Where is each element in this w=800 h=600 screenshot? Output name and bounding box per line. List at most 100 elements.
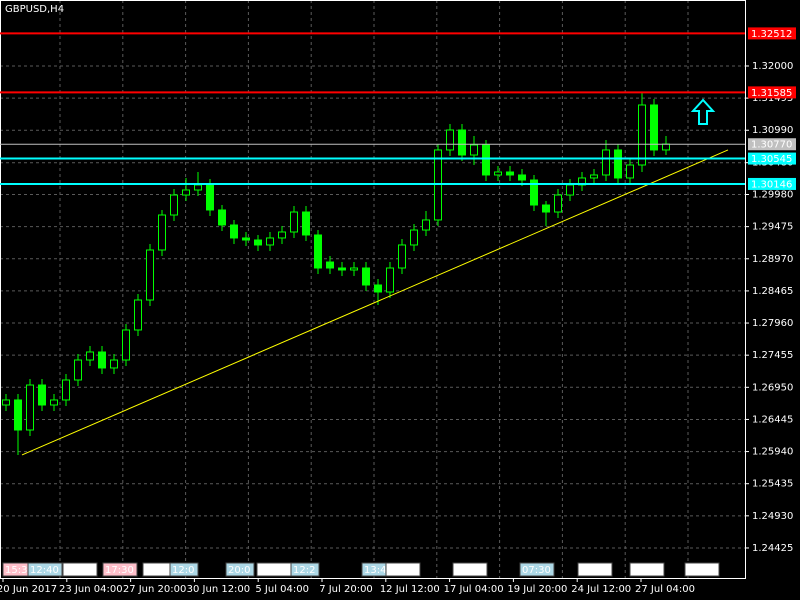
candle-body [314,234,322,269]
level-label-box [748,152,796,165]
candle-body [26,384,34,431]
candle-body [86,351,94,361]
y-tick-label: 1.24930 [752,511,793,522]
time-marker: 10:00 [455,565,484,576]
candle-body [530,179,538,206]
time-marker: 18:30 [632,565,661,576]
candle-body [254,239,262,246]
x-tick-label: 17 Jul 04:00 [444,584,504,595]
time-marker: 03:00 [259,565,288,576]
candle-body [230,224,238,239]
time-marker: 20:0 [228,565,250,576]
candle-body [350,267,358,271]
time-marker-box [519,562,555,577]
y-tick-label: 1.28970 [752,254,793,265]
y-tick-label: 1.30990 [752,125,793,136]
candle-body [578,177,586,186]
candle-body [590,174,598,179]
candle-body [422,219,430,231]
candle-body [650,104,658,151]
candle-body [182,189,190,196]
candle-body [458,129,466,156]
x-tick-label: 27 Jun 20:00 [123,584,187,595]
time-marker: 17:30 [105,565,134,576]
x-tick-label: 19 Jul 20:00 [507,584,567,595]
candle-body [662,143,670,151]
time-marker-box [102,562,138,577]
chart-title: GBPUSD,H4 [5,4,64,15]
level-label: 1.30770 [751,140,792,151]
candle-body [74,359,82,381]
time-marker: 02:01 [687,565,716,576]
candle-body [326,261,334,269]
y-tick-label: 1.27455 [752,350,793,361]
y-tick-label: 1.29475 [752,222,793,233]
time-marker: 07:30 [522,565,551,576]
y-tick-label: 1.26445 [752,414,793,425]
candle-body [14,399,22,431]
y-tick-label: 1.29980 [752,190,793,201]
level-label-box [748,138,796,151]
candle-body [518,174,526,181]
candle-body [542,204,550,213]
time-marker-box [452,562,488,577]
time-marker-box [385,562,421,577]
candle-body [50,399,58,406]
up-arrow [690,98,716,125]
plot-border [0,0,746,579]
candle-body [62,379,70,401]
candle-body [98,351,106,369]
time-marker: 12:2 [293,565,315,576]
y-tick-label: 1.27960 [752,318,793,329]
time-marker-box [225,562,255,577]
candle-body [242,237,250,241]
level-label: 1.31585 [751,88,792,99]
candle-body [626,164,634,179]
time-marker: 15:30 [5,565,34,576]
candle-body [506,171,514,176]
level-label: 1.30545 [751,154,792,165]
candle-body [614,149,622,179]
candle-body [434,149,442,221]
x-tick-label: 23 Jun 04:00 [59,584,123,595]
y-tick-label: 1.26950 [752,382,793,393]
candle-body [38,384,46,406]
level-label-box [748,177,796,190]
candle-body [602,149,610,176]
candle-body [290,211,298,233]
y-tick-label: 1.31495 [752,93,793,104]
y-tick-label: 1.28465 [752,286,793,297]
x-tick-label: 24 Jul 12:00 [571,584,631,595]
level-label-box [748,27,796,40]
level-label-box [748,86,796,99]
candle-body [146,249,154,301]
time-marker-box [577,562,613,577]
candle-body [554,194,562,213]
candle-body [122,329,130,361]
y-tick-label: 1.24425 [752,543,793,554]
x-tick-label: 20 Jun 2017 [0,584,57,595]
candle-body [278,231,286,239]
time-marker: 13:00 [580,565,609,576]
time-marker: 12:36 [388,565,417,576]
candle-body [134,299,142,331]
candle-body [386,267,394,293]
time-marker: 12:40 [30,565,59,576]
candle-body [170,194,178,216]
candle-body [218,209,226,226]
candle-body [494,171,502,176]
candle-body [110,359,118,369]
candle-body [266,237,274,246]
candle-body [362,267,370,286]
time-marker-box [629,562,665,577]
time-marker-box [62,562,98,577]
candle-body [566,184,574,196]
plot [2,92,670,456]
candle-body [158,214,166,251]
level-label: 1.32512 [751,29,792,40]
candle-body [302,211,310,236]
candle-body [2,399,10,406]
y-tick-label: 1.32000 [752,61,793,72]
